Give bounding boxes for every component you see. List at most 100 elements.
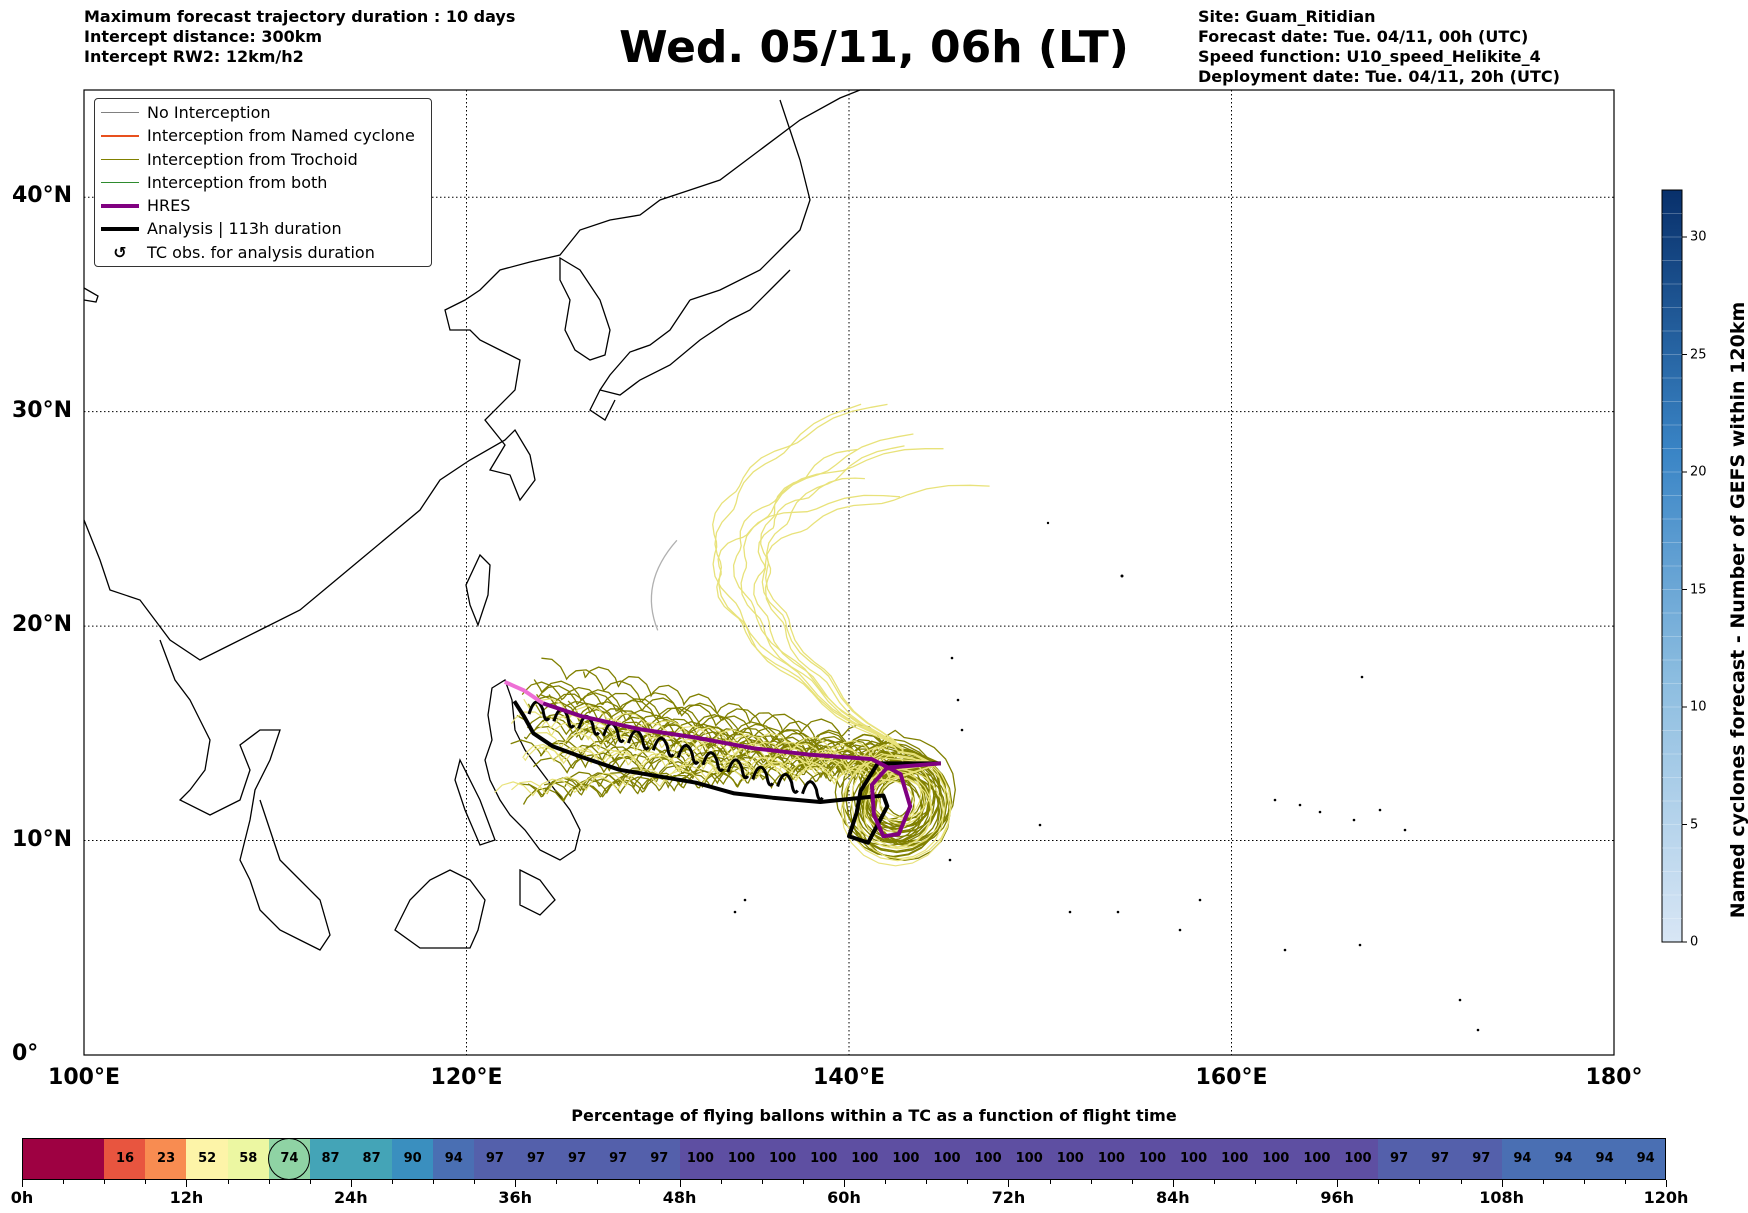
hour-label: 84h bbox=[1155, 1188, 1190, 1207]
ensemble-trajectory bbox=[564, 762, 942, 843]
site-text: Site: Guam_Ritidian bbox=[1198, 7, 1376, 26]
hour-tick bbox=[926, 1180, 928, 1184]
legend-label: Analysis | 113h duration bbox=[147, 219, 342, 239]
legend-item: Interception from both bbox=[95, 171, 431, 194]
lat-tick-label: 10°N bbox=[12, 826, 73, 852]
lat-tick-label: 20°N bbox=[12, 612, 73, 638]
analysis-scallop bbox=[651, 736, 675, 758]
hres-track bbox=[542, 701, 941, 839]
percentage-cell: 97 bbox=[515, 1138, 557, 1180]
legend-item: Interception from Trochoid bbox=[95, 148, 431, 171]
hour-tick bbox=[145, 1180, 147, 1184]
hour-tick bbox=[1419, 1180, 1421, 1184]
percentage-cell bbox=[22, 1138, 64, 1180]
speed-function-text: Speed function: U10_speed_Helikite_4 bbox=[1198, 47, 1541, 66]
hour-tick bbox=[720, 1180, 722, 1184]
legend-label: Interception from both bbox=[147, 172, 328, 192]
legend-line-swatch bbox=[101, 135, 139, 137]
hour-label: 24h bbox=[333, 1188, 368, 1207]
taiwan-coastline bbox=[465, 553, 491, 627]
hour-tick bbox=[1049, 1180, 1051, 1184]
percentage-cell: 97 bbox=[1378, 1138, 1420, 1180]
hour-tick bbox=[268, 1180, 270, 1184]
lat-tick-label: 0° bbox=[12, 1041, 39, 1066]
hour-tick bbox=[761, 1180, 763, 1184]
hour-tick bbox=[1666, 1180, 1667, 1187]
percentage-cell: 16 bbox=[104, 1138, 146, 1180]
map-legend: No Interception Interception from Named c… bbox=[94, 98, 432, 268]
recurving-trajectory bbox=[732, 448, 944, 753]
legend-label: TC obs. for analysis duration bbox=[147, 242, 375, 262]
forecast-date-text: Forecast date: Tue. 04/11, 00h (UTC) bbox=[1198, 27, 1529, 46]
percentage-cell: 100 bbox=[1090, 1138, 1133, 1180]
recurving-trajectory bbox=[740, 433, 914, 753]
percentage-cell: 100 bbox=[679, 1138, 722, 1180]
percentage-cell: 100 bbox=[1131, 1138, 1174, 1180]
korea-coastline bbox=[559, 256, 611, 361]
hour-label: 72h bbox=[991, 1188, 1026, 1207]
percentage-cell: 87 bbox=[309, 1138, 352, 1180]
percentage-cell: 100 bbox=[967, 1138, 1009, 1180]
legend-line-swatch bbox=[101, 112, 139, 114]
percentage-cell: 97 bbox=[638, 1138, 681, 1180]
analysis-scallop bbox=[776, 773, 799, 794]
legend-item: No Interception bbox=[95, 101, 431, 124]
legend-item: Analysis | 113h duration bbox=[95, 217, 431, 240]
ensemble-trajectory bbox=[539, 745, 941, 849]
hour-tick bbox=[1501, 1180, 1503, 1187]
hour-tick bbox=[885, 1180, 887, 1184]
colorbar-tick-label: 20 bbox=[1690, 464, 1707, 480]
percentage-cell: 100 bbox=[1049, 1138, 1092, 1180]
map-title: Wed. 05/11, 06h (LT) bbox=[619, 22, 1129, 73]
ensemble-trajectory bbox=[494, 755, 941, 819]
percentage-cell: 100 bbox=[1255, 1138, 1297, 1180]
hour-tick bbox=[515, 1180, 517, 1187]
hour-tick bbox=[1008, 1180, 1010, 1187]
hour-tick bbox=[1255, 1180, 1256, 1184]
lon-tick-label: 180° bbox=[1585, 1065, 1643, 1090]
lon-tick-label: 160°E bbox=[1195, 1065, 1268, 1090]
hour-tick bbox=[1624, 1180, 1626, 1184]
no-interception-trajectory bbox=[650, 539, 678, 631]
percentage-cell: 100 bbox=[1296, 1138, 1338, 1180]
legend-label: No Interception bbox=[147, 103, 271, 122]
hour-tick bbox=[186, 1180, 188, 1187]
ensemble-trajectory bbox=[523, 725, 946, 845]
percentage-cell: 94 bbox=[1542, 1138, 1585, 1180]
deployment-date-text: Deployment date: Tue. 04/11, 20h (UTC) bbox=[1198, 67, 1560, 86]
percentage-cell: 90 bbox=[391, 1138, 434, 1180]
hour-tick bbox=[967, 1180, 969, 1184]
colorbar-tick-label: 15 bbox=[1690, 582, 1707, 597]
map-frame bbox=[83, 89, 1615, 1056]
ensemble-trajectory bbox=[548, 693, 941, 842]
legend-line-swatch bbox=[101, 227, 139, 232]
hour-tick bbox=[1172, 1180, 1174, 1187]
mainland-coastline bbox=[83, 89, 880, 951]
legend-line-swatch bbox=[101, 204, 139, 209]
japan-coastline bbox=[589, 99, 811, 421]
current-time-marker bbox=[268, 1138, 311, 1180]
hour-tick bbox=[638, 1180, 640, 1184]
percentage-cell: 58 bbox=[227, 1138, 270, 1180]
analysis-scallop bbox=[627, 729, 650, 751]
recurving-trajectory bbox=[757, 477, 904, 753]
islands bbox=[733, 521, 1480, 1032]
hour-tick bbox=[433, 1180, 434, 1184]
colorbar-tick-label: 5 bbox=[1690, 817, 1699, 832]
hour-tick bbox=[1296, 1180, 1298, 1184]
hour-label: 0h bbox=[10, 1188, 34, 1207]
legend-label: Interception from Named cyclone bbox=[147, 126, 415, 146]
hour-label: 48h bbox=[662, 1188, 697, 1207]
ensemble-trajectory bbox=[554, 756, 941, 828]
percentage-cell: 97 bbox=[556, 1138, 598, 1180]
lat-tick-label: 40°N bbox=[12, 183, 73, 209]
analysis-scallop bbox=[602, 722, 625, 744]
analysis-track bbox=[512, 700, 941, 845]
percentage-cell: 23 bbox=[145, 1138, 187, 1180]
colorbar-tick-label: 10 bbox=[1690, 699, 1707, 715]
grid-lines bbox=[84, 90, 1614, 1055]
percentage-cell: 100 bbox=[926, 1138, 968, 1180]
ensemble-trajectory bbox=[518, 762, 941, 842]
percentage-cell: 100 bbox=[720, 1138, 763, 1180]
